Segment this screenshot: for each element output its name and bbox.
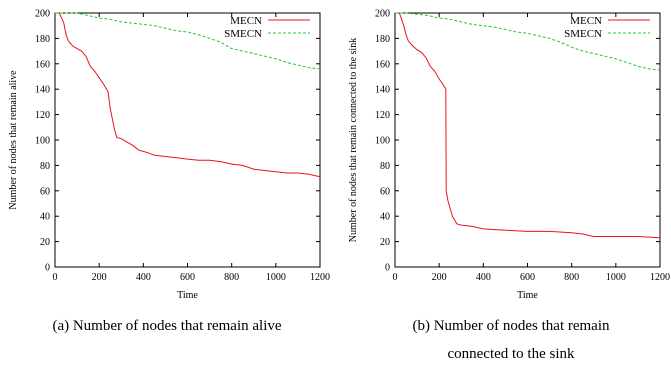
x-tick-label: 1200 — [650, 272, 670, 283]
series-line-mecn — [395, 12, 661, 239]
y-tick-label: 140 — [375, 85, 390, 96]
legend-label-smecn-b: SMECN — [564, 28, 602, 40]
y-axis-label-b: Number of nodes that remain connected to… — [348, 38, 359, 242]
y-tick-label: 160 — [35, 59, 50, 70]
plot-frame-b — [394, 12, 661, 268]
x-tick-label: 0 — [53, 272, 58, 283]
y-tick-label: 100 — [35, 136, 50, 147]
x-tick-label: 1000 — [606, 272, 626, 283]
x-ticks-b: 0 200 400 600 800 1000 1200 — [393, 13, 670, 283]
y-tick-label: 40 — [40, 212, 50, 223]
y-tick-label: 80 — [40, 161, 50, 172]
y-tick-label: 20 — [380, 237, 390, 248]
x-axis-label-a: Time — [177, 290, 198, 301]
caption-a: (a) Number of nodes that remain alive — [52, 318, 281, 334]
y-tick-label: 100 — [375, 136, 390, 147]
y-tick-label: 20 — [40, 237, 50, 248]
series-lines-b — [395, 12, 661, 239]
y-tick-label: 60 — [40, 186, 50, 197]
x-tick-label: 600 — [520, 272, 535, 283]
x-tick-label: 800 — [564, 272, 579, 283]
y-tick-label: 40 — [380, 212, 390, 223]
series-lines-a — [55, 12, 321, 178]
chart-panel-b: 0 20 40 60 80 100 120 140 160 180 200 0 200 400 600 80… — [348, 9, 670, 363]
caption-b-line-1: (b) Number of nodes that remain — [412, 318, 610, 334]
x-tick-label: 200 — [92, 272, 107, 283]
y-tick-label: 140 — [35, 85, 50, 96]
y-tick-label: 200 — [375, 9, 390, 20]
y-ticks-a: 0 20 40 60 80 100 120 140 160 180 200 — [35, 9, 320, 274]
x-ticks-a: 0 200 400 600 800 1000 1200 — [53, 13, 330, 283]
y-tick-label: 60 — [380, 186, 390, 197]
y-axis-label-a: Number of nodes that remain alive — [8, 70, 19, 210]
chart-panel-a: 0 20 40 60 80 100 120 140 160 180 200 0 200 400 600 80… — [8, 9, 330, 335]
y-tick-label: 120 — [375, 110, 390, 121]
y-tick-label: 80 — [380, 161, 390, 172]
x-tick-label: 0 — [393, 272, 398, 283]
x-tick-label: 600 — [180, 272, 195, 283]
plot-frame-a — [54, 12, 321, 268]
legend-label-mecn-a: MECN — [230, 15, 262, 27]
series-line-smecn — [395, 12, 661, 71]
y-tick-label: 180 — [375, 34, 390, 45]
y-tick-label: 160 — [375, 59, 390, 70]
x-tick-label: 400 — [136, 272, 151, 283]
series-line-mecn — [55, 12, 321, 178]
y-tick-label: 120 — [35, 110, 50, 121]
legend-label-smecn-a: SMECN — [224, 28, 262, 40]
y-tick-label: 200 — [35, 9, 50, 20]
y-ticks-b: 0 20 40 60 80 100 120 140 160 180 200 — [375, 9, 660, 274]
y-tick-label: 0 — [385, 263, 390, 274]
legend-label-mecn-b: MECN — [570, 15, 602, 27]
x-tick-label: 800 — [224, 272, 239, 283]
caption-b-line-2: connected to the sink — [447, 346, 575, 362]
x-tick-label: 400 — [476, 272, 491, 283]
x-tick-label: 200 — [432, 272, 447, 283]
x-tick-label: 1200 — [310, 272, 330, 283]
legend-a: MECN SMECN — [224, 15, 310, 40]
y-tick-label: 0 — [45, 263, 50, 274]
x-axis-label-b: Time — [517, 290, 538, 301]
legend-b: MECN SMECN — [564, 15, 650, 40]
y-tick-label: 180 — [35, 34, 50, 45]
x-tick-label: 1000 — [266, 272, 286, 283]
series-line-smecn — [55, 12, 321, 70]
